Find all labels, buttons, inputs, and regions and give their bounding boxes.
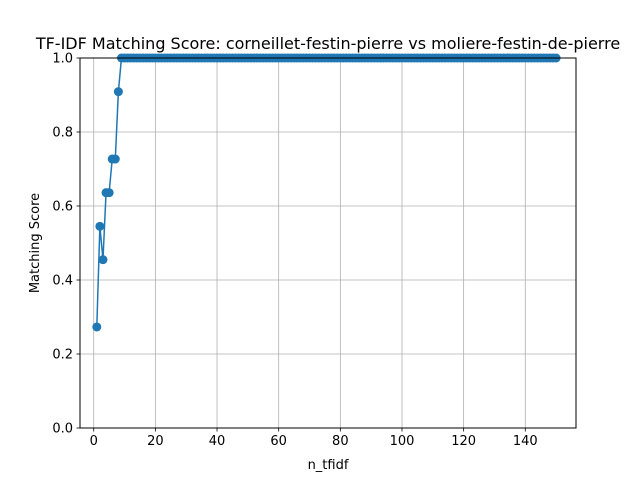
chart-title: TF-IDF Matching Score: corneillet-festin…: [35, 34, 620, 53]
tick-layer: 0 20 40 60 80 100 120 140 0.0 0.2 0.4 0.6 0.8 1.0: [52, 52, 537, 450]
y-tick-label: 0.4: [52, 274, 73, 289]
x-tick-label: 60: [270, 434, 287, 449]
data-point: [92, 322, 102, 332]
data-point: [113, 87, 123, 97]
plot-area: [80, 58, 576, 428]
x-tick-label: 20: [147, 434, 164, 449]
x-axis-label: n_tfidf: [308, 458, 349, 473]
y-tick-label: 0.8: [52, 126, 73, 141]
data-point: [110, 154, 120, 164]
plot-frame: [79, 57, 577, 429]
x-tick-label: 140: [513, 434, 538, 449]
y-tick-label: 0.2: [52, 348, 73, 363]
x-tick-label: 80: [332, 434, 349, 449]
x-tick-label: 0: [90, 434, 98, 449]
x-tick-label: 40: [209, 434, 226, 449]
y-axis-label: Matching Score: [28, 193, 43, 293]
y-tick-label: 1.0: [52, 52, 73, 67]
x-tick-label: 100: [390, 434, 415, 449]
x-tick-label: 120: [451, 434, 476, 449]
y-tick-label: 0.6: [52, 200, 73, 215]
data-point: [98, 255, 108, 265]
data-point: [95, 221, 105, 231]
y-tick-label: 0.0: [52, 422, 73, 437]
data-point: [104, 188, 114, 198]
